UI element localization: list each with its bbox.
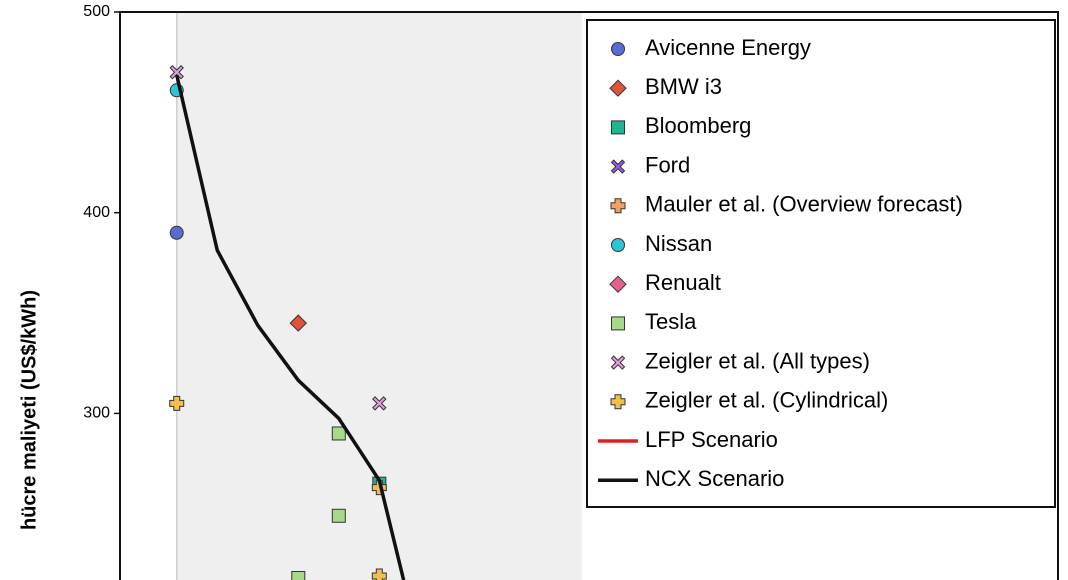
legend-label: LFP Scenario bbox=[645, 427, 778, 452]
data-point bbox=[331, 508, 346, 523]
legend-marker bbox=[610, 355, 626, 370]
legend-marker bbox=[609, 275, 627, 293]
plot-frame bbox=[119, 11, 1059, 580]
legend-box bbox=[586, 19, 1056, 508]
legend-label: Bloomberg bbox=[645, 113, 751, 138]
legend-label: Tesla bbox=[645, 309, 697, 334]
legend-label: Zeigler et al. (Cylindrical) bbox=[645, 388, 888, 413]
legend-marker bbox=[611, 42, 625, 56]
legend-marker bbox=[611, 120, 625, 135]
data-point bbox=[331, 426, 346, 441]
legend-label: Nissan bbox=[645, 231, 712, 256]
data-point bbox=[372, 396, 387, 411]
data-point bbox=[169, 65, 184, 80]
legend-label: BMW i3 bbox=[645, 74, 722, 99]
legend-marker bbox=[610, 159, 626, 174]
legend-marker bbox=[609, 79, 627, 97]
data-point bbox=[169, 225, 184, 240]
y-tick-label: 300 bbox=[83, 405, 110, 422]
legend-marker bbox=[610, 394, 626, 410]
legend-label: Renualt bbox=[645, 270, 721, 295]
y-tick-label: 400 bbox=[83, 204, 110, 221]
legend-label: Ford bbox=[645, 152, 690, 177]
data-point bbox=[169, 395, 185, 411]
legend-marker bbox=[611, 238, 625, 252]
legend-label: Zeigler et al. (All types) bbox=[645, 348, 870, 373]
data-point bbox=[289, 314, 307, 332]
y-tick-label: 500 bbox=[83, 3, 110, 20]
legend-label: Mauler et al. (Overview forecast) bbox=[645, 192, 963, 217]
scenario-line bbox=[175, 74, 406, 580]
legend-marker bbox=[610, 198, 626, 214]
y-axis-label: hücre maliyeti (US$/kWh) bbox=[18, 290, 40, 530]
data-point bbox=[291, 570, 306, 580]
data-point bbox=[371, 568, 387, 580]
legend: Avicenne Energy BMW i3 Bloomberg Ford Mauler… bbox=[586, 19, 1056, 508]
legend-label: Avicenne Energy bbox=[645, 35, 811, 60]
legend-marker bbox=[611, 316, 625, 331]
legend-label: NCX Scenario bbox=[645, 466, 784, 491]
